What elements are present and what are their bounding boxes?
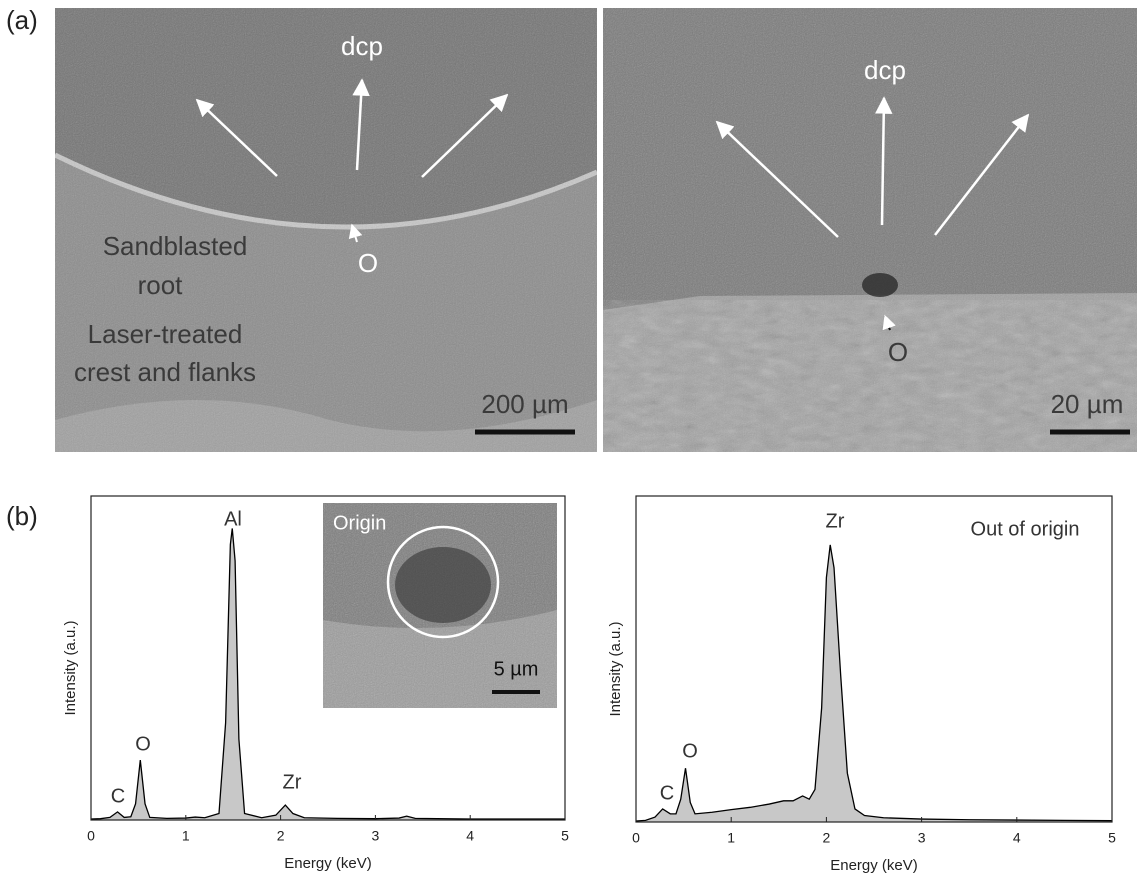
x-tick-label: 4	[1013, 830, 1021, 846]
panel-label: (a)	[6, 5, 38, 35]
plot-frame	[636, 496, 1112, 822]
label: root	[138, 270, 184, 300]
label: crest and flanks	[74, 357, 256, 387]
x-axis-label: Energy (keV)	[830, 857, 918, 874]
x-tick-label: 2	[823, 830, 831, 846]
inset-scale-label: 5 µm	[494, 658, 539, 680]
panel-label: (b)	[6, 501, 38, 531]
peak-label: O	[135, 733, 151, 755]
peak-label: Al	[224, 508, 242, 530]
x-tick-label: 0	[632, 830, 640, 846]
x-axis-label: Energy (keV)	[284, 855, 372, 872]
figure: (a) (b) dcp O Sandblasted root Laser-tre…	[0, 0, 1139, 887]
label: dcp	[864, 55, 906, 85]
label: O	[888, 337, 908, 367]
peak-label: C	[111, 785, 125, 807]
label: O	[358, 248, 378, 278]
x-tick-label: 1	[727, 830, 735, 846]
x-tick-label: 5	[561, 828, 569, 844]
peak-label: Zr	[826, 510, 845, 532]
scale-label: 200 µm	[481, 389, 568, 419]
inset-dark	[395, 547, 491, 623]
y-axis-label: Intensity (a.u.)	[62, 620, 79, 715]
peak-label: O	[682, 740, 698, 762]
peak-label: Zr	[283, 771, 302, 793]
spectrum-line	[636, 545, 1112, 821]
area-fill	[636, 545, 1112, 822]
scale-label: 20 µm	[1051, 389, 1124, 419]
inset-label: Origin	[333, 512, 386, 534]
x-tick-label: 0	[87, 828, 95, 844]
x-tick-label: 5	[1108, 830, 1116, 846]
x-tick-label: 3	[372, 828, 380, 844]
y-axis-label: Intensity (a.u.)	[607, 621, 624, 716]
label: Laser-treated	[88, 319, 243, 349]
peak-label: C	[660, 782, 674, 804]
label: Sandblasted	[103, 231, 248, 261]
x-tick-label: 3	[918, 830, 926, 846]
x-tick-label: 2	[277, 828, 285, 844]
label: dcp	[341, 31, 383, 61]
x-tick-label: 1	[182, 828, 190, 844]
chart-title: Out of origin	[971, 518, 1080, 540]
x-tick-label: 4	[466, 828, 474, 844]
